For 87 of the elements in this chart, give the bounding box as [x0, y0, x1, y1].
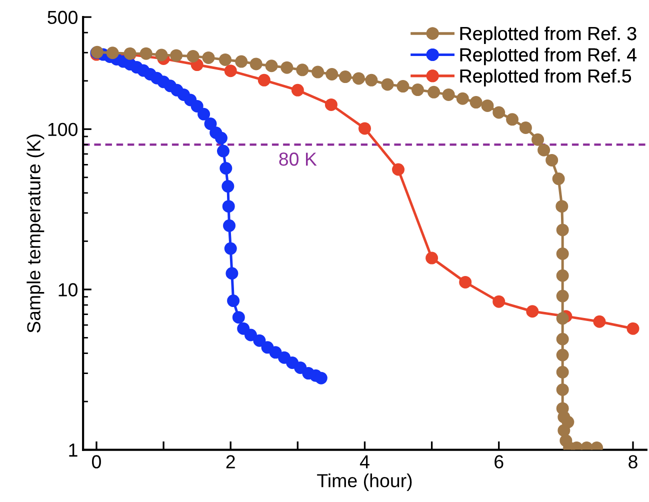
point	[204, 118, 217, 130]
y-tick-label: 100	[48, 122, 78, 136]
point	[365, 74, 378, 86]
point	[202, 51, 215, 64]
point	[224, 242, 237, 255]
point	[442, 88, 455, 101]
x-tick-label: 0	[92, 455, 101, 468]
point	[296, 64, 309, 76]
point	[291, 84, 304, 96]
point	[226, 267, 238, 280]
point	[558, 424, 570, 437]
point	[220, 162, 232, 175]
point	[556, 269, 569, 282]
x-tick-label: 8	[628, 455, 638, 468]
point	[314, 372, 328, 384]
x-tick-label: 6	[494, 455, 504, 468]
point	[339, 70, 352, 84]
point	[552, 172, 565, 186]
point	[222, 180, 234, 193]
point	[155, 48, 168, 62]
point	[526, 305, 539, 318]
point	[556, 290, 569, 302]
point	[223, 219, 236, 232]
point	[216, 144, 230, 158]
point	[411, 84, 424, 96]
point	[244, 328, 257, 342]
point	[556, 312, 569, 325]
y-tick-label: 10	[58, 283, 78, 296]
legend-label: Replotted from Ref. 3	[460, 26, 636, 44]
point	[106, 46, 119, 60]
point	[218, 53, 232, 66]
point	[459, 276, 472, 288]
ref-line-label: 80 K	[279, 152, 317, 166]
point	[506, 113, 519, 126]
point	[358, 122, 371, 135]
point	[258, 74, 270, 86]
point	[556, 366, 569, 378]
point	[426, 252, 438, 264]
y-tick-label: 500	[48, 10, 78, 24]
point	[214, 132, 228, 144]
point	[381, 78, 394, 91]
point	[232, 311, 245, 324]
point	[546, 154, 558, 166]
point	[626, 322, 640, 335]
point	[428, 86, 440, 98]
point	[250, 58, 262, 70]
point	[253, 334, 266, 347]
point	[235, 55, 248, 68]
point	[519, 122, 532, 134]
point	[538, 144, 550, 156]
point	[481, 99, 494, 112]
point	[326, 68, 338, 80]
point	[170, 49, 183, 62]
point	[456, 92, 469, 105]
legend-label: Replotted from Ref.5	[460, 68, 632, 86]
point	[198, 108, 210, 120]
point	[492, 295, 506, 308]
point	[556, 224, 569, 236]
point	[492, 106, 506, 119]
point	[224, 64, 237, 78]
point	[556, 332, 569, 346]
point	[352, 72, 365, 85]
point	[190, 100, 204, 112]
point	[312, 66, 324, 78]
legend-label: Replotted from Ref. 4	[460, 48, 636, 66]
point	[556, 348, 569, 362]
x-axis-title: Time (hour)	[317, 474, 412, 491]
point	[532, 133, 544, 146]
x-tick-label: 4	[360, 455, 370, 468]
point	[470, 96, 482, 109]
x-tick-label: 2	[226, 455, 235, 468]
point	[593, 315, 606, 328]
point	[140, 47, 152, 60]
point	[396, 80, 410, 93]
point	[265, 60, 278, 72]
point	[324, 98, 338, 111]
point	[269, 346, 282, 359]
point	[280, 61, 294, 74]
y-tick-label: 1	[69, 444, 78, 457]
point	[556, 248, 569, 260]
point	[186, 50, 200, 62]
point	[227, 294, 240, 308]
point	[222, 200, 235, 213]
point	[392, 163, 405, 176]
point	[556, 200, 568, 213]
y-axis-title: Sample temperature (K)	[26, 134, 44, 333]
point	[556, 383, 569, 396]
